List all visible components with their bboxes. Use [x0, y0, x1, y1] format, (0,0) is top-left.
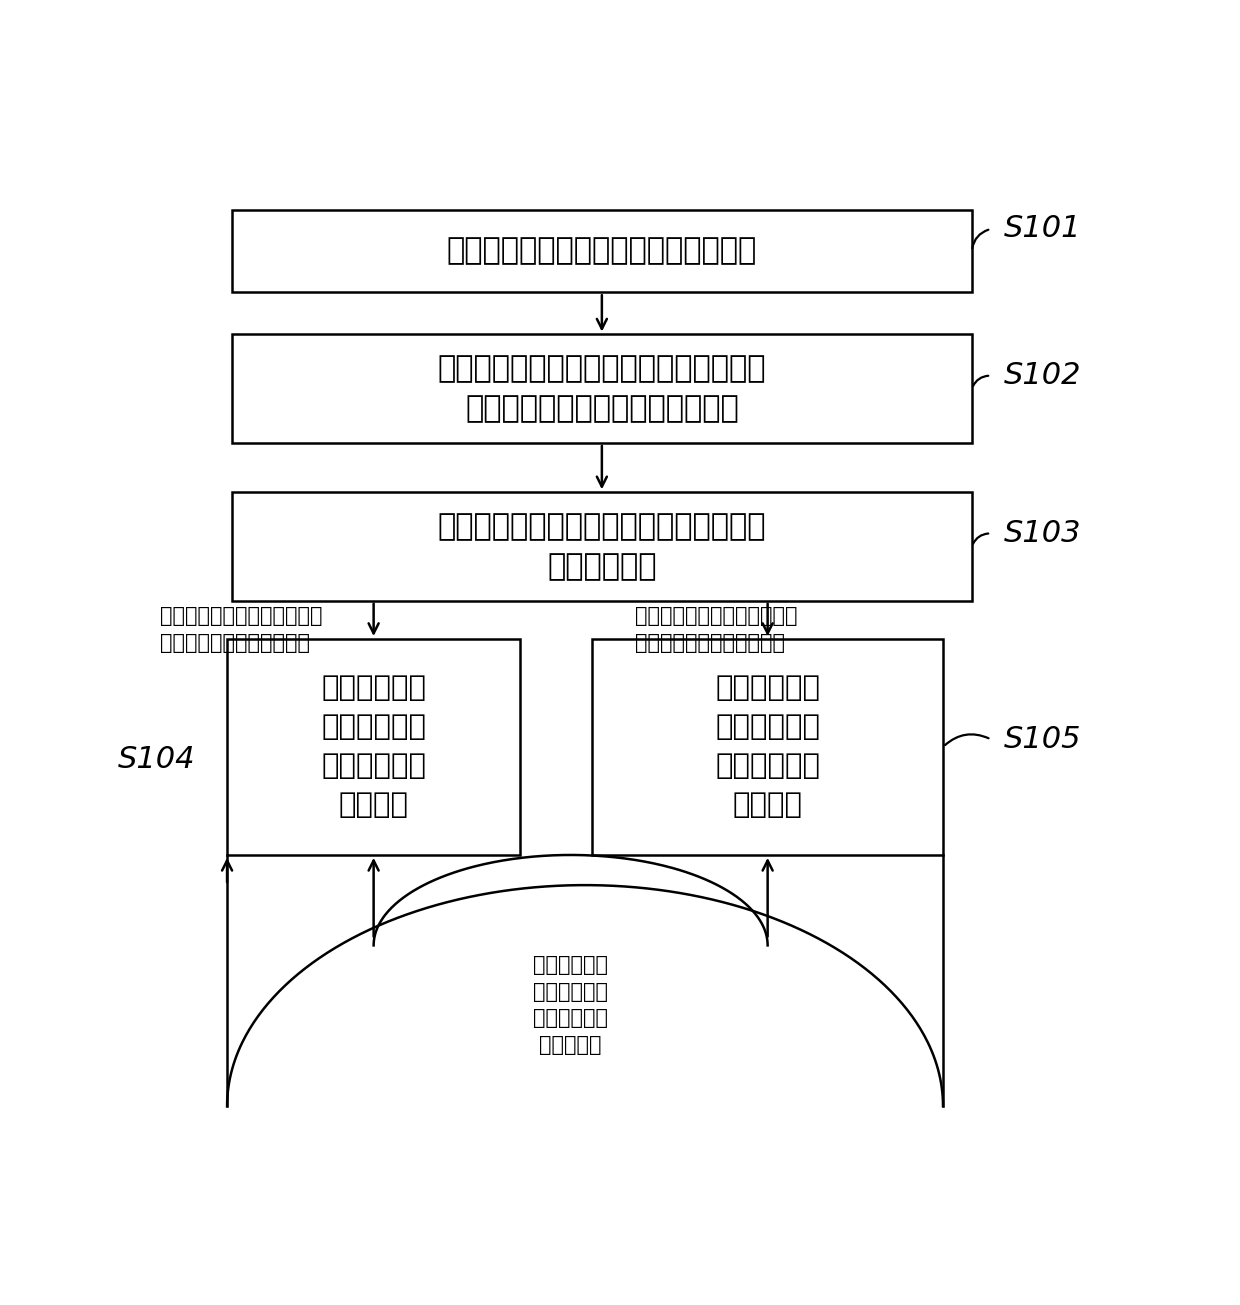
- FancyBboxPatch shape: [232, 492, 972, 600]
- Text: 根据电池信息
对退役动力电
池组进行放电
时序控制: 根据电池信息 对退役动力电 池组进行放电 时序控制: [321, 675, 427, 820]
- Text: 当退役动力电池组完成上电开
机后，接收到充电操作指令: 当退役动力电池组完成上电开 机后，接收到充电操作指令: [635, 606, 799, 652]
- Text: 根据电池信息
对退役动力电
池组进行充电
时序控制: 根据电池信息 对退役动力电 池组进行充电 时序控制: [715, 675, 820, 820]
- FancyBboxPatch shape: [232, 210, 972, 292]
- Text: S102: S102: [1003, 361, 1081, 390]
- Text: S105: S105: [1003, 724, 1081, 754]
- Text: 当退役动力电
池组完成放电
后，接收到充
电操作指令: 当退役动力电 池组完成放电 后，接收到充 电操作指令: [533, 955, 608, 1054]
- FancyBboxPatch shape: [232, 334, 972, 442]
- Text: S103: S103: [1003, 519, 1081, 548]
- Text: 当退役动力电池组完成上电开
机后，接收到放电操作指令: 当退役动力电池组完成上电开 机后，接收到放电操作指令: [160, 606, 322, 652]
- FancyBboxPatch shape: [227, 639, 521, 855]
- Text: 采集每一个退役动力电池包的运行参数: 采集每一个退役动力电池包的运行参数: [446, 236, 756, 265]
- Text: 根据电池信息对退役动力电池组进行上电
开机时序控制: 根据电池信息对退役动力电池组进行上电 开机时序控制: [438, 512, 766, 581]
- Text: S101: S101: [1003, 214, 1081, 244]
- Text: S104: S104: [118, 745, 196, 774]
- Text: 对退役动力电池包的运行参数进行分类汇
总得到退役动力电池组的电池信息: 对退役动力电池包的运行参数进行分类汇 总得到退役动力电池组的电池信息: [438, 354, 766, 423]
- FancyBboxPatch shape: [593, 639, 944, 855]
